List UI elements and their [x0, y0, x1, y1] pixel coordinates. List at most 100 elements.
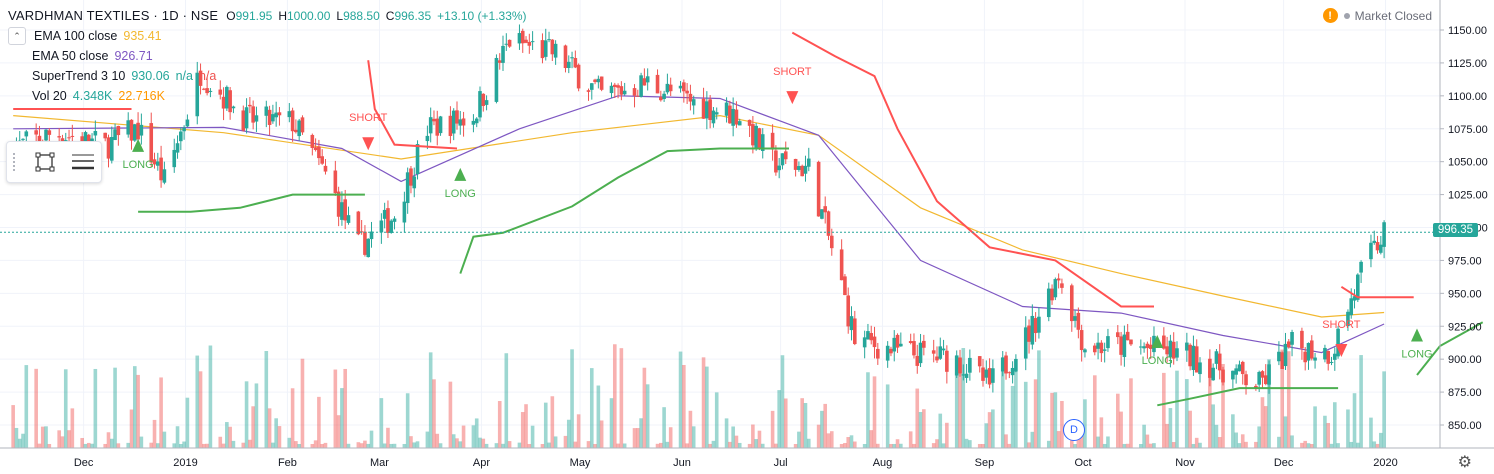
candle-body: [968, 357, 972, 373]
candle-body: [461, 118, 466, 126]
candle-body: [1053, 279, 1058, 298]
candle-body: [655, 74, 660, 94]
candle-body: [162, 169, 167, 183]
volume-bar: [1375, 443, 1380, 448]
candle-body: [931, 350, 936, 354]
volume-bar: [297, 443, 301, 448]
volume-bar: [612, 344, 617, 448]
indicator-row[interactable]: Vol 20 4.348K 22.716K: [8, 86, 533, 106]
ohlc-key: L: [336, 9, 344, 23]
volume-bar: [507, 441, 512, 448]
candle-body: [1306, 342, 1311, 361]
drag-handle-icon[interactable]: [13, 153, 21, 171]
volume-bar: [132, 366, 137, 448]
candle-body: [520, 30, 525, 44]
candle-body: [47, 130, 52, 135]
line-width-tool-icon[interactable]: [69, 148, 97, 176]
candle-body: [149, 123, 154, 163]
volume-bar: [386, 427, 390, 448]
warning-icon[interactable]: !: [1322, 8, 1338, 23]
volume-bar: [816, 424, 821, 448]
indicator-row[interactable]: SuperTrend 3 10 930.06 n/a n/a: [8, 66, 533, 86]
candle-body: [182, 127, 186, 132]
candle-body: [478, 91, 482, 118]
volume-bar: [899, 443, 903, 448]
volume-bar: [849, 435, 854, 448]
candle-body: [228, 90, 232, 113]
volume-bar: [356, 442, 361, 448]
candle-body: [113, 129, 117, 141]
volume-bar: [80, 437, 84, 448]
volume-bar: [889, 443, 893, 448]
candle-body: [24, 131, 29, 137]
volume-bar: [728, 441, 732, 448]
candle-body: [1234, 368, 1238, 375]
candle-body: [1079, 330, 1084, 351]
candle-body: [1129, 339, 1133, 345]
volume-bar: [524, 404, 528, 448]
candle-body: [639, 75, 643, 97]
volume-bar: [892, 443, 897, 448]
price-tick-label: 850.00: [1448, 420, 1482, 432]
volume-bar: [1277, 436, 1281, 448]
volume-bar: [852, 441, 857, 448]
volume-bar: [1237, 443, 1242, 448]
volume-bar: [1099, 417, 1104, 448]
candle-body: [1076, 312, 1081, 330]
candle-body: [1014, 358, 1018, 372]
time-tick-label: Apr: [473, 457, 490, 469]
candle-body: [816, 161, 821, 217]
volume-bar: [866, 372, 870, 448]
indicator-row[interactable]: EMA 50 close 926.71: [8, 46, 533, 66]
volume-bar: [1326, 422, 1331, 448]
volume-bar: [277, 426, 282, 448]
volume-bar: [448, 381, 453, 448]
volume-bar: [228, 426, 232, 448]
time-tick-label: Nov: [1175, 457, 1195, 469]
candle-body: [185, 119, 190, 127]
supertrend-long-line: [138, 193, 365, 213]
collapse-icon[interactable]: ⌃: [8, 27, 26, 45]
volume-bar: [156, 443, 160, 448]
market-status[interactable]: ! Market Closed: [1322, 8, 1432, 23]
candle-body: [1033, 318, 1038, 334]
candle-body: [872, 336, 877, 348]
candle-body: [317, 146, 321, 159]
rectangle-tool-icon[interactable]: [31, 148, 59, 176]
indicator-row[interactable]: ⌃ EMA 100 close 935.41: [8, 26, 533, 46]
volume-bar: [1162, 372, 1166, 448]
candle-body: [1231, 370, 1235, 380]
candle-body: [1046, 288, 1051, 318]
long-signal-arrow: [454, 167, 467, 181]
volume-bar: [1191, 443, 1196, 448]
candle-body: [806, 158, 811, 167]
volume-bar: [1129, 378, 1133, 448]
volume-bar: [1240, 434, 1245, 448]
volume-bar: [1116, 393, 1120, 448]
candle-body: [37, 135, 42, 143]
volume-bar: [497, 401, 502, 448]
dividend-marker[interactable]: D: [1063, 419, 1085, 441]
candle-body: [1313, 357, 1317, 361]
volume-bar: [1234, 432, 1238, 448]
volume-bar: [1148, 443, 1153, 448]
time-axis[interactable]: Dec 2019 Feb Mar Apr May Jun Jul Aug Sep Oct Nov Dec…: [0, 447, 1494, 469]
symbol-title[interactable]: VARDHMAN TEXTILES · 1D · NSE: [8, 8, 219, 23]
candle-body: [1175, 348, 1179, 358]
volume-bar: [40, 426, 45, 448]
gear-icon[interactable]: ⚙: [1457, 454, 1472, 471]
candle-body: [645, 76, 650, 83]
candle-body: [774, 150, 778, 173]
candle-body: [116, 125, 121, 136]
volume-bar: [461, 425, 466, 448]
indicator-value: 4.348K: [72, 89, 113, 103]
candle-body: [599, 76, 604, 90]
ohlc-key: H: [278, 9, 287, 23]
candle-body: [1092, 345, 1097, 353]
volume-bar: [435, 433, 440, 448]
candle-body: [139, 124, 144, 136]
ohlc-item: C996.35: [386, 9, 431, 23]
candle-body: [340, 202, 344, 220]
candle-body: [908, 341, 913, 343]
candle-body: [636, 95, 640, 97]
